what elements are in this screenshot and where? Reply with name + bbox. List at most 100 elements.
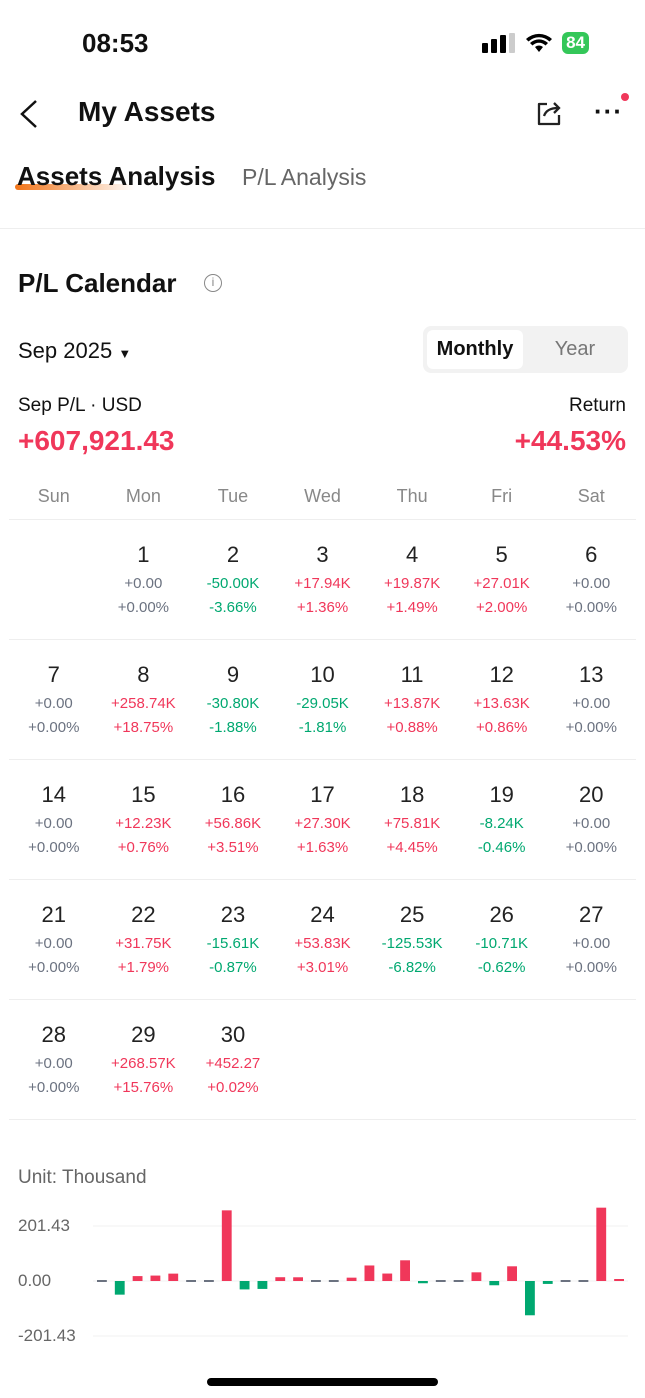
day-number: 18 [399,782,425,807]
tab-pl-analysis[interactable]: P/L Analysis [242,164,367,190]
chart-bar-day-9[interactable] [239,1281,250,1290]
chart-bar-day-16[interactable] [364,1265,375,1281]
chart-bar-day-13[interactable] [311,1280,321,1282]
calendar-week-row: 21 +0.00 +0.00% 22 +31.75K +1.79% 23 -15.6… [9,880,636,1000]
calendar-day-cell[interactable]: 30 +452.27 +0.02% [188,1000,278,1119]
calendar-day-cell[interactable]: 26 -10.71K -0.62% [457,880,547,999]
chart-bar-day-7[interactable] [204,1280,214,1282]
chart-bar-day-5[interactable] [168,1273,179,1281]
calendar-day-cell[interactable]: 25 -125.53K -6.82% [367,880,457,999]
calendar-day-cell[interactable]: 6 +0.00 +0.00% [546,520,636,639]
y-tick-label: -201.43 [18,1326,76,1345]
day-number: 14 [41,782,67,807]
share-button[interactable] [534,98,564,133]
day-return: +0.00% [565,959,617,976]
calendar-day-cell[interactable]: 20 +0.00 +0.00% [546,760,636,879]
calendar-day-cell[interactable]: 1 +0.00 +0.00% [99,520,189,639]
calendar-day-cell[interactable]: 5 +27.01K +2.00% [457,520,547,639]
chart-bar-day-26[interactable] [542,1281,553,1284]
calendar-day-cell[interactable]: 28 +0.00 +0.00% [9,1000,99,1119]
calendar-day-cell[interactable]: 12 +13.63K +0.86% [457,640,547,759]
day-return: -0.87% [209,959,257,976]
share-icon [537,102,561,126]
chart-bar-day-11[interactable] [275,1277,286,1281]
battery-icon: 84 [562,32,589,54]
calendar-day-cell[interactable]: 19 -8.24K -0.46% [457,760,547,879]
day-return: -1.88% [209,719,257,736]
chart-bar-day-1[interactable] [97,1280,107,1282]
calendar-day-cell[interactable]: 16 +56.86K +3.51% [188,760,278,879]
month-selector[interactable]: Sep 2025 ▼ [18,338,131,364]
chart-bar-day-19[interactable] [418,1281,428,1284]
calendar-day-cell[interactable]: 11 +13.87K +0.88% [367,640,457,759]
day-pl: +268.57K [111,1055,176,1072]
day-pl: +258.74K [111,695,176,712]
chart-bar-day-12[interactable] [293,1277,303,1281]
home-indicator [207,1378,438,1386]
chart-bar-day-22[interactable] [471,1272,482,1281]
calendar-day-cell[interactable]: 17 +27.30K +1.63% [278,760,368,879]
calendar-day-cell[interactable]: 22 +31.75K +1.79% [99,880,189,999]
chart-bar-day-20[interactable] [435,1280,446,1282]
chart-bar-day-3[interactable] [132,1276,143,1281]
calendar-day-cell[interactable]: 2 -50.00K -3.66% [188,520,278,639]
calendar-day-cell[interactable]: 9 -30.80K -1.88% [188,640,278,759]
chart-bar-day-18[interactable] [400,1260,410,1281]
calendar-day-cell[interactable]: 10 -29.05K -1.81% [278,640,368,759]
chart-bar-day-30[interactable] [614,1279,624,1281]
chart-bar-day-8[interactable] [221,1210,232,1281]
chart-bar-day-23[interactable] [489,1281,500,1286]
chart-bar-day-2[interactable] [114,1281,125,1295]
chart-bar-day-21[interactable] [453,1280,464,1282]
day-pl: +0.00 [34,815,73,832]
calendar-day-cell[interactable]: 7 +0.00 +0.00% [9,640,99,759]
chart-bar-day-14[interactable] [328,1280,339,1282]
chart-bar-day-24[interactable] [507,1266,517,1281]
tab-assets-analysis[interactable]: Assets Analysis [17,161,216,191]
day-number: 16 [220,782,246,807]
day-number: 24 [310,902,335,927]
day-number: 13 [579,662,604,687]
weekday: Thu [396,486,428,506]
weekday: Mon [125,486,161,506]
calendar-week-row: 14 +0.00 +0.00% 15 +12.23K +0.76% 16 +56.8… [9,760,636,880]
chart-bar-day-17[interactable] [382,1273,393,1281]
calendar-day-cell[interactable]: 4 +19.87K +1.49% [367,520,457,639]
chart-bar-day-29[interactable] [596,1207,607,1281]
chart-bar-day-28[interactable] [578,1280,589,1282]
calendar-day-cell[interactable]: 13 +0.00 +0.00% [546,640,636,759]
calendar-day-cell[interactable]: 29 +268.57K +15.76% [99,1000,189,1119]
day-number: 2 [226,542,240,567]
toggle-monthly[interactable]: Monthly [427,330,523,369]
calendar-day-cell[interactable]: 8 +258.74K +18.75% [99,640,189,759]
calendar-day-cell[interactable]: 3 +17.94K +1.36% [278,520,368,639]
day-pl: +56.86K [204,815,262,832]
chart-bar-day-4[interactable] [150,1275,161,1281]
chart-bar-day-15[interactable] [346,1277,357,1281]
calendar-day-cell[interactable]: 27 +0.00 +0.00% [546,880,636,999]
more-button[interactable]: ··· [594,96,623,126]
toggle-year[interactable]: Year [554,338,596,360]
chart-bar-day-27[interactable] [560,1280,571,1282]
day-pl: +13.87K [383,695,441,712]
chart-bar-day-6[interactable] [186,1280,196,1282]
calendar-day-cell[interactable]: 24 +53.83K +3.01% [278,880,368,999]
day-number: 19 [489,782,514,807]
info-icon[interactable]: i [204,274,222,292]
calendar-day-cell[interactable]: 14 +0.00 +0.00% [9,760,99,879]
calendar-day-cell[interactable]: 23 -15.61K -0.87% [188,880,278,999]
day-pl: +19.87K [383,575,441,592]
pl-label: Sep P/L · USD [18,395,142,416]
calendar-day-cell[interactable]: 18 +75.81K +4.45% [367,760,457,879]
day-return: +0.76% [117,839,170,856]
calendar-empty-cell [9,520,99,639]
day-pl: +27.30K [294,815,351,832]
day-number: 21 [41,902,67,927]
back-button[interactable] [18,98,40,138]
calendar-day-cell[interactable]: 15 +12.23K +0.76% [99,760,189,879]
chart-bar-day-25[interactable] [525,1281,535,1316]
signal-icon [482,33,516,53]
calendar-day-cell[interactable]: 21 +0.00 +0.00% [9,880,99,999]
month-label: Sep 2025 [18,338,113,363]
chart-bar-day-10[interactable] [257,1281,268,1289]
